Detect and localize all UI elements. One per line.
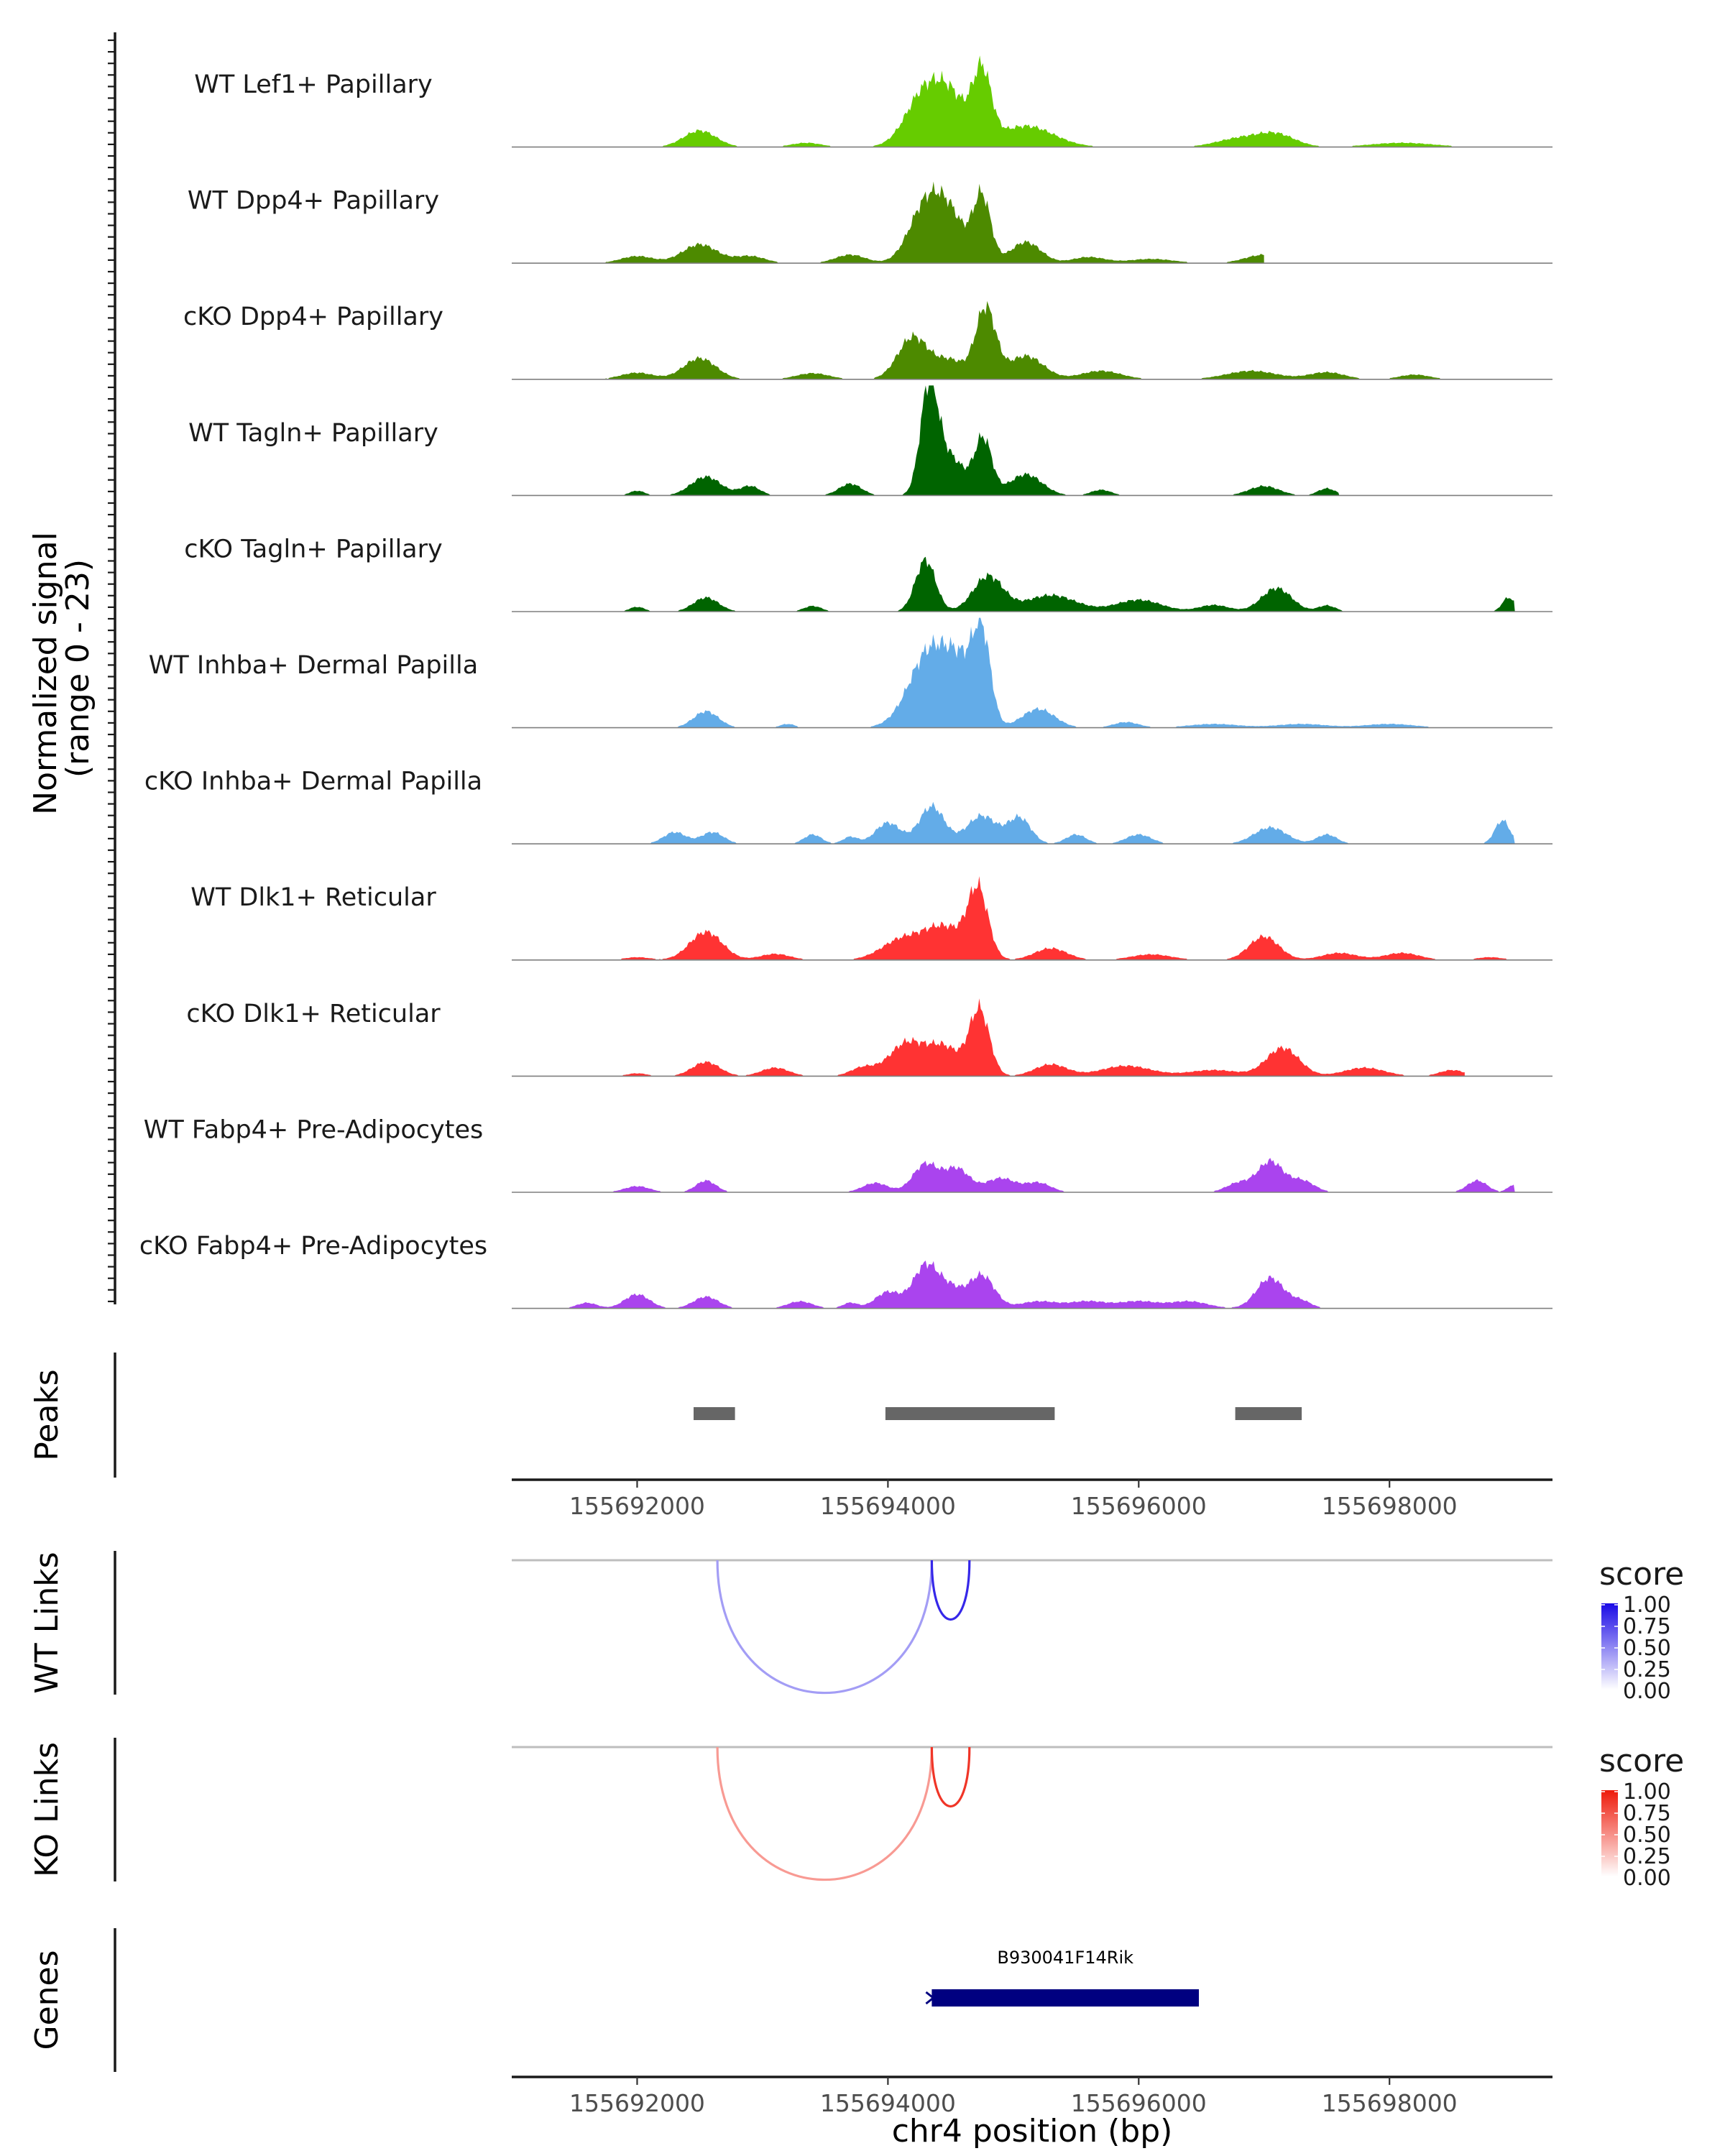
legend-tick-label: 1.00 — [1623, 1779, 1671, 1805]
legend-tick-label: 0.50 — [1623, 1636, 1671, 1661]
legend-tick-label: 0.75 — [1623, 1801, 1671, 1826]
ko-links-panel: KO Links score 1.000.750.500.250.00 — [29, 1738, 1684, 1891]
coverage-track-label: cKO Fabp4+ Pre-Adipocytes — [139, 1232, 487, 1261]
coverage-track-label: WT Fabp4+ Pre-Adipocytes — [144, 1115, 483, 1144]
legend-tick-label: 0.75 — [1623, 1614, 1671, 1639]
legend-tick-label: 0.25 — [1623, 1657, 1671, 1682]
position-tick-label: 155698000 — [1322, 1492, 1458, 1520]
peaks-track-label: Peaks — [29, 1369, 65, 1460]
coverage-track: WT Tagln+ Papillary — [188, 385, 1552, 497]
coverage-track-label: WT Tagln+ Papillary — [188, 419, 438, 448]
coverage-track-label: WT Inhba+ Dermal Papilla — [149, 651, 478, 680]
coverage-tracks: WT Lef1+ Papillary WT Dpp4+ Papillary cKO … — [139, 55, 1552, 1309]
gene-strand-arrow — [925, 1991, 935, 2005]
wt-links-track-label: WT Links — [29, 1552, 65, 1693]
coverage-track-label: cKO Dpp4+ Papillary — [183, 303, 443, 331]
coverage-track: cKO Inhba+ Dermal Papilla — [144, 768, 1552, 844]
legend-tick-label: 0.25 — [1623, 1844, 1671, 1869]
coverage-track-label: cKO Dlk1+ Reticular — [186, 1000, 441, 1028]
legend-tick-label: 0.00 — [1623, 1679, 1671, 1704]
ko-legend-title: score — [1599, 1743, 1684, 1779]
x-axis-title: chr4 position (bp) — [892, 2113, 1173, 2150]
coverage-track: cKO Fabp4+ Pre-Adipocytes — [139, 1232, 1552, 1309]
gene-name-label: B930041F14Rik — [997, 1948, 1133, 1968]
legend-tick-label: 0.00 — [1623, 1866, 1671, 1891]
coverage-y-title-line2: (range 0 - 23) — [60, 559, 96, 778]
coverage-y-title-line1: Normalized signal — [27, 532, 64, 815]
genes-track-label: Genes — [29, 1950, 65, 2050]
coverage-area — [512, 55, 1515, 147]
coverage-track: cKO Dpp4+ Papillary — [183, 300, 1552, 380]
peak-bars — [694, 1407, 1302, 1420]
legend-tick-label: 1.00 — [1623, 1593, 1671, 1618]
gene-body — [932, 1989, 1199, 2007]
coverage-panel: Normalized signal (range 0 - 23) WT Lef1… — [27, 32, 1552, 1309]
gene-models: B930041F14Rik — [925, 1948, 1199, 2007]
peak-bar — [694, 1407, 735, 1420]
link-arc — [716, 1560, 933, 1694]
position-axis-top: 155692000 155694000 155696000 155698000 — [512, 1478, 1552, 1520]
genes-panel: Genes B930041F14Rik — [29, 1928, 1199, 2072]
peak-bar — [885, 1407, 1055, 1420]
position-tick-label: 155692000 — [569, 2089, 705, 2117]
coverage-track-label: WT Dlk1+ Reticular — [190, 883, 436, 912]
ko-link-arcs — [716, 1746, 971, 1881]
coverage-y-title: Normalized signal (range 0 - 23) — [27, 522, 96, 815]
coverage-area — [549, 1261, 1390, 1309]
ko-legend-ticks: 1.000.750.500.250.00 — [1601, 1779, 1671, 1891]
link-arc — [716, 1746, 933, 1881]
wt-legend-ticks: 1.000.750.500.250.00 — [1601, 1593, 1671, 1704]
coverage-track-label: cKO Tagln+ Papillary — [184, 535, 443, 563]
position-tick-label: 155696000 — [1071, 1492, 1207, 1520]
position-tick-label: 155698000 — [1322, 2089, 1458, 2117]
wt-legend-colorbar — [1601, 1603, 1618, 1690]
coverage-track: WT Dlk1+ Reticular — [190, 876, 1552, 961]
coverage-track-label: WT Lef1+ Papillary — [194, 70, 433, 99]
coverage-area — [612, 617, 1465, 728]
ko-score-legend: score 1.000.750.500.250.00 — [1599, 1743, 1684, 1891]
position-tick-label: 155692000 — [569, 1492, 705, 1520]
coverage-area — [549, 556, 1515, 612]
position-axis-bottom-ticks: 155692000 155694000 155696000 155698000 — [569, 2077, 1458, 2117]
wt-link-arcs — [716, 1560, 971, 1694]
coverage-y-ticks — [108, 39, 115, 1303]
coverage-area — [561, 181, 1264, 264]
link-arc — [930, 1746, 971, 1807]
position-tick-label: 155694000 — [820, 2089, 956, 2117]
coverage-track: WT Fabp4+ Pre-Adipocytes — [144, 1115, 1552, 1193]
link-arc — [930, 1560, 971, 1621]
coverage-area — [612, 801, 1515, 844]
wt-score-legend: score 1.000.750.500.250.00 — [1599, 1556, 1684, 1704]
coverage-area — [574, 1158, 1515, 1192]
legend-tick-label: 0.50 — [1623, 1823, 1671, 1848]
coverage-track: WT Inhba+ Dermal Papilla — [149, 617, 1552, 729]
peaks-panel: Peaks — [29, 1353, 1302, 1478]
wt-legend-title: score — [1599, 1556, 1684, 1593]
coverage-track-label: WT Dpp4+ Papillary — [188, 187, 439, 216]
peak-bar — [1235, 1407, 1302, 1420]
ko-legend-colorbar — [1601, 1790, 1618, 1876]
coverage-track: WT Dpp4+ Papillary — [188, 181, 1552, 264]
position-tick-label: 155694000 — [820, 1492, 956, 1520]
coverage-track: cKO Dlk1+ Reticular — [186, 998, 1552, 1077]
coverage-track-label: cKO Inhba+ Dermal Papilla — [144, 768, 482, 796]
ko-links-track-label: KO Links — [29, 1742, 65, 1877]
position-tick-label: 155696000 — [1071, 2089, 1207, 2117]
position-axis-bottom: 155692000 155694000 155696000 155698000 chr… — [512, 2076, 1552, 2150]
coverage-track: WT Lef1+ Papillary — [194, 55, 1552, 148]
coverage-area — [549, 385, 1340, 496]
wt-links-panel: WT Links score 1.000.750.500.250.00 — [29, 1551, 1684, 1704]
position-axis-top-ticks: 155692000 155694000 155696000 155698000 — [569, 1480, 1458, 1520]
coverage-track: cKO Tagln+ Papillary — [184, 535, 1552, 612]
